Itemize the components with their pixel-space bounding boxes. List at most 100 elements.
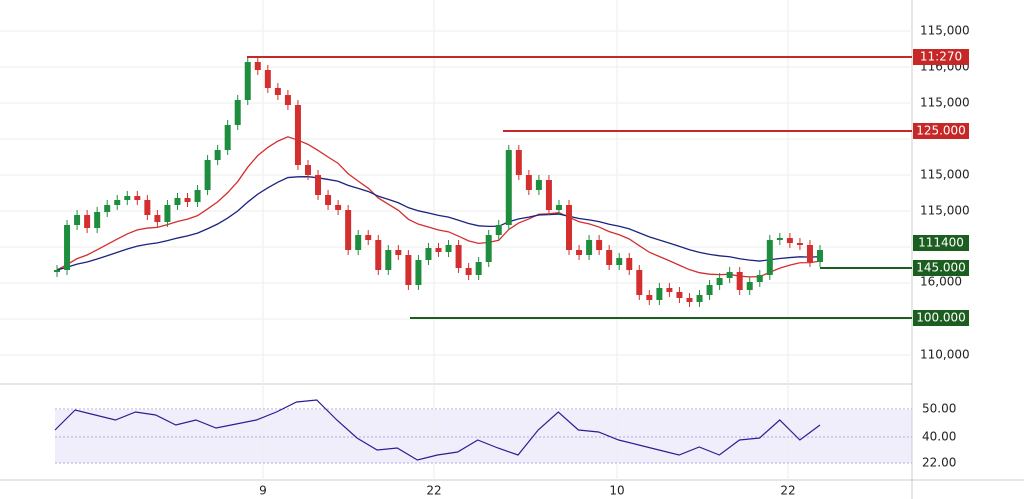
rsi-tick-label: 22.00: [922, 456, 956, 470]
candle: [495, 225, 502, 235]
candle: [184, 198, 191, 202]
candle: [214, 150, 221, 160]
candle: [817, 250, 823, 262]
candle: [716, 278, 723, 285]
candle: [465, 268, 472, 275]
y-tick-label: 115,000: [920, 96, 970, 110]
candle: [596, 240, 603, 250]
candle: [686, 298, 693, 302]
price-tag-label: 111400: [918, 236, 964, 250]
candle: [385, 250, 392, 270]
x-tick-label: 9: [259, 484, 267, 498]
candle: [174, 198, 181, 205]
candle: [335, 205, 342, 210]
candle: [355, 235, 362, 250]
candle: [264, 70, 271, 88]
y-tick-label: 115,000: [920, 24, 970, 38]
price-tag-label: 145.000: [916, 261, 966, 275]
candle: [786, 238, 793, 243]
candle: [325, 195, 332, 205]
candle: [154, 215, 161, 222]
price-tag: [913, 49, 969, 65]
candle: [535, 180, 542, 190]
y-tick-label: 115,000: [920, 204, 970, 218]
y-tick-label: 115,000: [920, 168, 970, 182]
candle: [455, 245, 462, 268]
candle: [525, 175, 532, 190]
rsi-tick-label: 40.00: [922, 430, 956, 444]
candle: [294, 105, 301, 165]
candle: [104, 205, 111, 212]
price-tag-label: 125.000: [916, 124, 966, 138]
candle: [315, 175, 322, 195]
candle: [616, 258, 623, 265]
candle: [134, 196, 141, 200]
candle: [435, 248, 442, 252]
candle: [636, 270, 643, 295]
candle: [365, 235, 372, 240]
candle: [254, 62, 261, 70]
candle: [736, 272, 743, 290]
price-tag: [913, 260, 969, 276]
candle: [234, 100, 241, 125]
candle: [475, 262, 482, 275]
candle: [94, 212, 101, 228]
candle: [505, 150, 512, 225]
candle: [84, 215, 91, 228]
candle: [796, 243, 803, 245]
candle: [445, 245, 452, 252]
candle: [586, 240, 593, 255]
candle: [304, 165, 311, 175]
candle: [646, 295, 653, 300]
moving-average: [56, 136, 821, 278]
moving-average: [56, 176, 821, 271]
price-tag-label: 11:270: [920, 50, 962, 64]
rsi-line: [54, 399, 821, 461]
candle: [806, 245, 813, 262]
candle: [114, 200, 121, 205]
candle: [576, 250, 583, 255]
candle: [345, 210, 352, 250]
y-tick-label: 16,000: [920, 275, 962, 289]
candle: [726, 272, 733, 278]
candle: [74, 215, 81, 225]
candle: [284, 95, 291, 105]
candle: [124, 196, 131, 200]
candle: [766, 240, 773, 275]
candle: [746, 282, 753, 290]
x-tick-label: 10: [609, 484, 624, 498]
candle: [555, 205, 562, 210]
candle: [666, 288, 673, 292]
candle: [706, 285, 713, 295]
candle: [756, 275, 763, 282]
candle: [204, 160, 211, 190]
candle: [626, 258, 633, 270]
candle: [656, 288, 663, 300]
candle: [566, 205, 573, 250]
price-tag: [913, 123, 969, 139]
candle: [676, 292, 683, 298]
candle: [776, 238, 783, 240]
candle: [144, 200, 151, 215]
price-tag: [913, 310, 969, 326]
candle: [224, 125, 231, 150]
price-tag-label: 100.000: [916, 311, 966, 325]
candle: [515, 150, 522, 175]
candle: [274, 88, 281, 95]
y-tick-label: 110,000: [920, 348, 970, 362]
candle: [244, 62, 251, 100]
x-tick-label: 22: [426, 484, 441, 498]
candle: [696, 295, 703, 302]
x-tick-label: 22: [780, 484, 795, 498]
candle: [395, 250, 402, 255]
price-tag: [913, 235, 969, 251]
candle: [54, 270, 60, 272]
candle: [545, 180, 552, 210]
candle: [415, 260, 422, 285]
candle: [64, 225, 71, 270]
candle: [164, 205, 171, 222]
candle: [194, 190, 201, 202]
candle: [405, 255, 412, 285]
candle: [606, 250, 613, 265]
